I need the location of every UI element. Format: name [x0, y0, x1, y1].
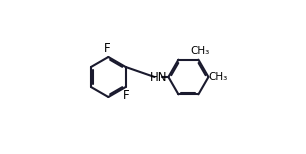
Text: HN: HN [150, 71, 167, 83]
Text: CH₃: CH₃ [190, 46, 210, 56]
Text: F: F [104, 42, 111, 55]
Text: F: F [123, 89, 130, 102]
Text: CH₃: CH₃ [209, 72, 228, 82]
